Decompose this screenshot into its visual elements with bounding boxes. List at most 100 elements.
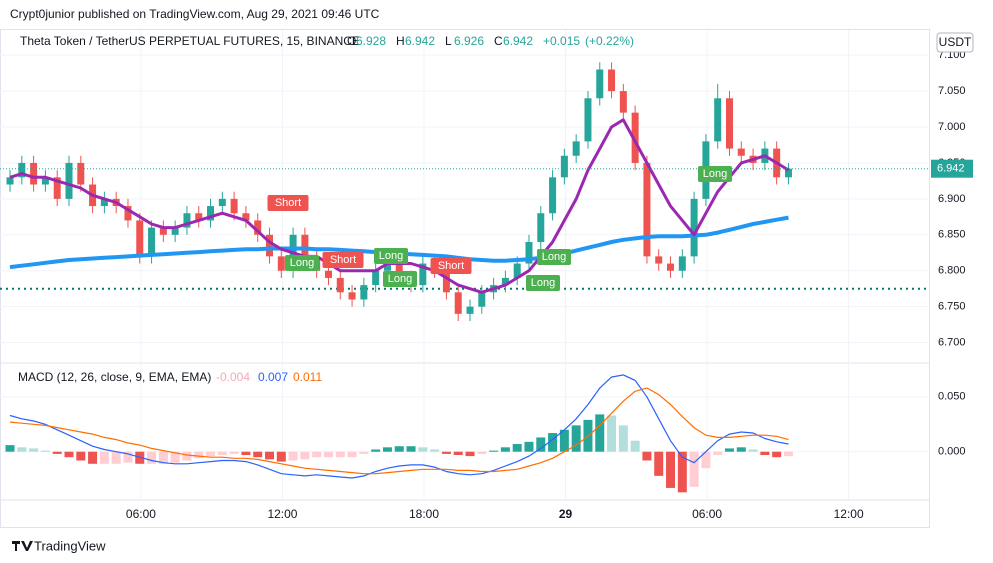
candle-body — [525, 241, 533, 264]
candle-body — [183, 213, 191, 228]
y-tick-label: 6.800 — [938, 265, 966, 277]
candle-body — [419, 263, 427, 286]
x-tick-label: 18:00 — [409, 507, 439, 521]
candle-body — [136, 220, 144, 257]
currency-button[interactable] — [936, 32, 974, 53]
histogram-bar — [666, 451, 676, 488]
change-pct: (+0.22%) — [585, 34, 634, 48]
symbol: Theta Token / TetherUS PERPETUAL FUTURES… — [20, 34, 360, 48]
layers: 06:00 12:00 18:00 29 06:00 12:00 6.700 6.750 6.8… — [0, 30, 973, 521]
candle-body — [242, 213, 250, 221]
histogram-bar — [182, 451, 192, 461]
tv-logo — [12, 541, 33, 551]
x-tick-label: 12:00 — [267, 507, 297, 521]
histogram-bar — [5, 445, 15, 452]
ohlc-value: 6.942 — [405, 34, 435, 48]
histogram-bar — [206, 451, 216, 457]
candle-body — [678, 256, 686, 271]
histogram-bar — [382, 447, 392, 452]
signal-badge — [374, 248, 408, 264]
ohlc-legend: O 6.928 H 6.942 L 6.926 C 6.942 +0.015 (+0.22%) — [347, 34, 634, 48]
histogram-bar — [276, 451, 286, 462]
histogram-bar — [406, 446, 416, 452]
histogram-bar — [441, 451, 451, 454]
ohlc-label: O — [347, 34, 356, 48]
candle-body — [537, 213, 545, 242]
macd-title: MACD (12, 26, close, 9, EMA, EMA) — [18, 370, 211, 384]
histogram-bar — [418, 447, 428, 452]
y-tick-label: 7.050 — [938, 85, 966, 97]
last-price-label: 6.942 — [937, 163, 965, 175]
macd-line — [9, 374, 789, 479]
candle-body — [18, 162, 26, 178]
candle-body — [53, 177, 61, 199]
footer-brand: TradingView — [34, 538, 106, 553]
histogram-bar — [52, 451, 62, 454]
histogram-bar — [265, 451, 275, 460]
histogram-bar — [170, 451, 180, 463]
candle-body — [442, 270, 450, 293]
x-tick-label: 06:00 — [692, 507, 722, 521]
histogram-bar — [724, 448, 734, 452]
histogram-bar — [76, 451, 86, 461]
candle-body — [619, 91, 627, 113]
histogram-bar — [595, 414, 605, 452]
currency[interactable]: USDT — [939, 35, 972, 49]
signal-badge — [267, 195, 309, 211]
macd-line — [9, 387, 789, 475]
histogram-bar — [630, 440, 640, 452]
histogram-bar — [359, 451, 369, 454]
histogram-bar — [194, 451, 204, 459]
histogram-bar — [559, 429, 569, 452]
candle-body — [277, 256, 285, 271]
candle-body — [348, 292, 356, 300]
signal-badge — [285, 255, 319, 271]
histogram-bar — [677, 451, 687, 493]
candle-body — [584, 98, 592, 142]
signal-badge — [526, 275, 560, 291]
change: +0.015 — [543, 34, 580, 48]
candle-body — [549, 177, 557, 214]
publisher: Crypt0junior published on TradingView.co… — [10, 7, 380, 21]
histogram-bar — [430, 449, 440, 452]
histogram-bar — [736, 447, 746, 452]
histogram-bar — [347, 451, 357, 458]
histogram-bar — [689, 451, 699, 487]
ohlc-label: H — [396, 34, 405, 48]
candle-body — [714, 98, 722, 142]
ohlc-value: 6.926 — [454, 34, 484, 48]
histogram-bar — [571, 425, 581, 452]
candle-body — [501, 277, 509, 286]
histogram-bar — [40, 450, 50, 452]
y-tick-label: 6.900 — [938, 193, 966, 205]
histogram-bar — [111, 451, 121, 464]
histogram-bar — [772, 451, 782, 458]
histogram-bar — [241, 451, 251, 455]
histogram-bar — [253, 451, 263, 458]
signal-badge — [383, 271, 417, 287]
candle-body — [655, 256, 663, 264]
candle-body — [324, 270, 332, 278]
candle-body — [466, 306, 474, 314]
histogram-bar — [713, 451, 723, 455]
macd-signal-value: 0.011 — [293, 370, 322, 384]
candle-body — [631, 112, 639, 163]
macd-hist-value: -0.004 — [216, 370, 250, 384]
histogram-bar — [760, 451, 770, 455]
candle-body — [301, 234, 309, 257]
histogram-bar — [147, 451, 157, 464]
histogram-bar — [748, 449, 758, 452]
candle-body — [77, 162, 85, 185]
candle-body — [41, 177, 49, 185]
candle-body — [737, 148, 745, 156]
last-price-box — [931, 159, 973, 178]
histogram-bar — [536, 437, 546, 452]
histogram-bar — [64, 451, 74, 458]
histogram-bar — [335, 451, 345, 458]
candle-body — [254, 220, 262, 235]
candle-body — [596, 69, 604, 99]
histogram-bar — [288, 451, 298, 461]
macd-line-value: 0.007 — [258, 370, 288, 384]
histogram-bar — [489, 450, 499, 452]
y-tick-label: 7.000 — [938, 121, 966, 133]
